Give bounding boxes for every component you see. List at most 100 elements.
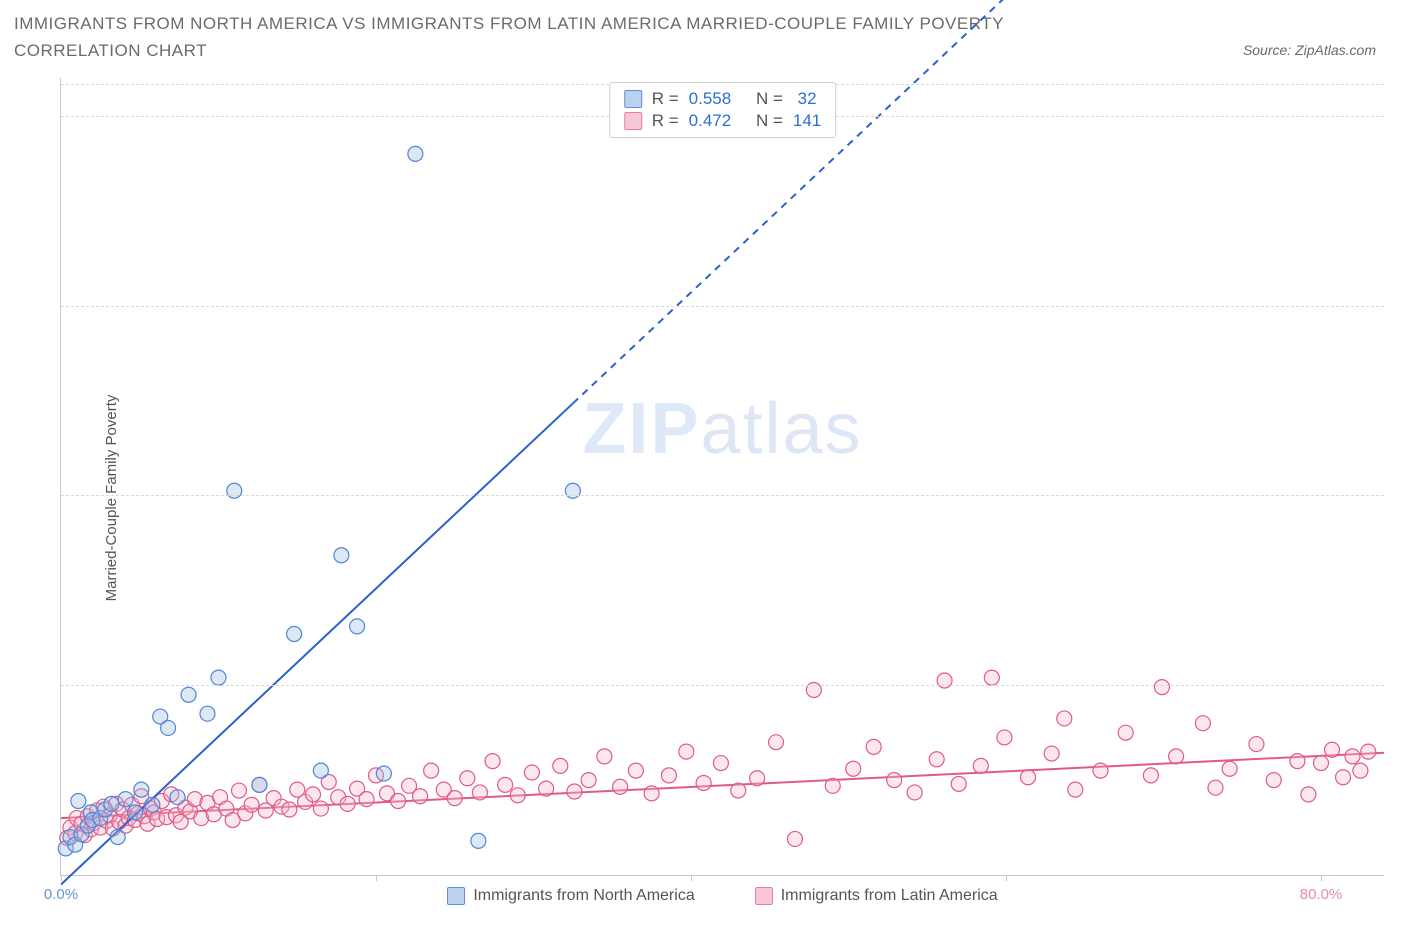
data-point [713, 756, 728, 771]
legend-n-prefix: N = [756, 111, 783, 131]
data-point [376, 766, 391, 781]
data-point [1195, 716, 1210, 731]
data-point [597, 749, 612, 764]
data-point [1325, 742, 1340, 757]
legend-n-latin: 141 [793, 111, 821, 131]
data-point [1266, 773, 1281, 788]
data-point [1314, 756, 1329, 771]
data-point [211, 670, 226, 685]
data-point [408, 146, 423, 161]
data-point [460, 771, 475, 786]
data-point [1143, 768, 1158, 783]
x-legend-latin-label: Immigrants from Latin America [781, 887, 998, 905]
data-point [1336, 770, 1351, 785]
data-point [306, 787, 321, 802]
data-point [1353, 763, 1368, 778]
data-point [613, 779, 628, 794]
data-point [1093, 763, 1108, 778]
y-tick-label: 40.0% [1394, 487, 1406, 504]
data-point [350, 619, 365, 634]
data-point [413, 789, 428, 804]
data-point [1044, 746, 1059, 761]
legend-row-latin: R = 0.472 N = 141 [624, 110, 822, 132]
data-point [391, 793, 406, 808]
y-tick-label: 60.0% [1394, 297, 1406, 314]
data-point [447, 791, 462, 806]
data-point [110, 830, 125, 845]
swatch-latin-icon [755, 887, 773, 905]
legend-r-prefix: R = [652, 89, 679, 109]
data-point [498, 777, 513, 792]
chart-header: IMMIGRANTS FROM NORTH AMERICA VS IMMIGRA… [0, 0, 1406, 64]
data-point [1208, 780, 1223, 795]
data-point [1290, 754, 1305, 769]
swatch-north-icon [447, 887, 465, 905]
data-point [866, 739, 881, 754]
data-point [1021, 770, 1036, 785]
data-point [567, 784, 582, 799]
data-point [334, 548, 349, 563]
data-point [134, 782, 149, 797]
legend-swatch-latin [624, 112, 642, 130]
chart-title: IMMIGRANTS FROM NORTH AMERICA VS IMMIGRA… [14, 10, 1134, 64]
data-point [104, 796, 119, 811]
x-axis-legend: Immigrants from North America Immigrants… [61, 887, 1384, 905]
x-legend-latin: Immigrants from Latin America [755, 887, 998, 905]
data-point [644, 786, 659, 801]
data-point [661, 768, 676, 783]
data-point [553, 758, 568, 773]
data-point [951, 776, 966, 791]
data-point [539, 781, 554, 796]
data-point [887, 773, 902, 788]
data-point [282, 802, 297, 817]
data-point [231, 783, 246, 798]
chart-container: Married-Couple Family Poverty ZIPatlas R… [14, 78, 1392, 918]
legend-stats-box: R = 0.558 N = 32 R = 0.472 N = 141 [609, 82, 837, 138]
data-point [907, 785, 922, 800]
data-point [485, 754, 500, 769]
data-point [846, 761, 861, 776]
plot-area: ZIPatlas R = 0.558 N = 32 R = 0.472 N = … [60, 78, 1384, 876]
legend-row-north: R = 0.558 N = 32 [624, 88, 822, 110]
legend-r-latin: 0.472 [689, 111, 732, 131]
data-point [1345, 749, 1360, 764]
data-point [1154, 680, 1169, 695]
data-point [787, 831, 802, 846]
data-point [200, 706, 215, 721]
data-point [997, 730, 1012, 745]
data-point [359, 792, 374, 807]
data-point [825, 778, 840, 793]
data-point [472, 785, 487, 800]
data-point [679, 744, 694, 759]
data-point [313, 801, 328, 816]
data-point [984, 670, 999, 685]
legend-r-north: 0.558 [689, 89, 732, 109]
data-point [471, 833, 486, 848]
legend-n-north: 32 [793, 89, 817, 109]
data-point [510, 788, 525, 803]
data-point [696, 775, 711, 790]
data-point [1068, 782, 1083, 797]
data-point [769, 735, 784, 750]
x-tick-label: 0.0% [44, 886, 78, 903]
data-point [181, 687, 196, 702]
data-point [128, 805, 143, 820]
data-point [170, 790, 185, 805]
data-point [1057, 711, 1072, 726]
svg-layer [61, 78, 1384, 875]
data-point [252, 777, 267, 792]
x-legend-north: Immigrants from North America [447, 887, 694, 905]
data-point [750, 771, 765, 786]
data-point [628, 763, 643, 778]
data-point [1169, 749, 1184, 764]
data-point [1361, 744, 1376, 759]
x-tick-label: 80.0% [1300, 886, 1343, 903]
chart-source: Source: ZipAtlas.com [1243, 42, 1386, 64]
data-point [161, 720, 176, 735]
legend-n-prefix: N = [756, 89, 783, 109]
y-tick-label: 20.0% [1394, 677, 1406, 694]
data-point [1118, 725, 1133, 740]
data-point [244, 797, 259, 812]
data-point [313, 763, 328, 778]
data-point [71, 793, 86, 808]
